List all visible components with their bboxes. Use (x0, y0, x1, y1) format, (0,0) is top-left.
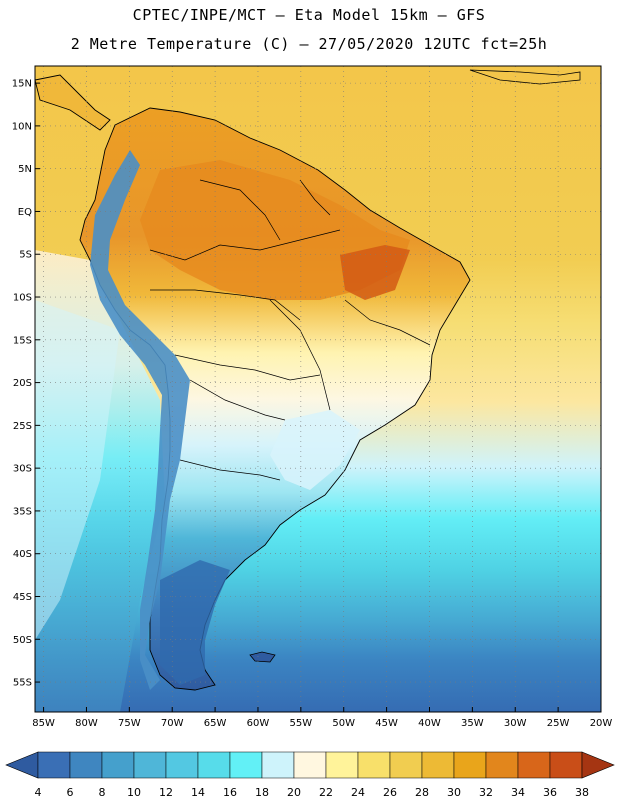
lat-tick-label: 15N (12, 79, 32, 90)
colorbar-level-label: 22 (319, 786, 333, 799)
andes-cold-strip (90, 150, 190, 690)
colorbar-swatch (261, 751, 295, 779)
colorbar-swatch (229, 751, 263, 779)
colorbar-level-label: 26 (383, 786, 397, 799)
colorbar-level-label: 4 (35, 786, 42, 799)
lon-tick-label: 70W (161, 718, 184, 729)
colorbar-level-label: 30 (447, 786, 461, 799)
colorbar-swatch (549, 751, 583, 779)
colorbar-swatch (453, 751, 487, 779)
falkland-islands (249, 651, 276, 663)
colorbar-level-label: 36 (543, 786, 557, 799)
lon-tick-label: 20W (590, 718, 613, 729)
chart-title-line-2: 2 Metre Temperature (C) – 27/05/2020 12U… (70, 35, 548, 53)
lon-tick-label: 50W (332, 718, 355, 729)
lon-tick-label: 75W (118, 718, 141, 729)
colorbar-swatch (485, 751, 519, 779)
lon-tick-label: 65W (204, 718, 227, 729)
colorbar-swatch (389, 751, 423, 779)
colorbar-level-label: 28 (415, 786, 429, 799)
lon-tick-label: 85W (32, 718, 55, 729)
lat-tick-label: 10N (12, 121, 32, 132)
hot-spot-region (340, 245, 410, 300)
lat-tick-label: EQ (18, 207, 32, 218)
lon-tick-label: 60W (247, 718, 270, 729)
colorbar-arrow-low (5, 751, 39, 779)
colorbar-level-label: 18 (255, 786, 269, 799)
colorbar-swatch (69, 751, 103, 779)
southern-brazil-cool-region (270, 410, 360, 490)
patagonia-cold-region (160, 560, 230, 685)
colorbar-level-label: 32 (479, 786, 493, 799)
colorbar: 4 6 8 10 12 14 16 18 20 22 24 26 28 30 32 34 36 38 (5, 751, 615, 799)
colorbar-swatch (133, 751, 167, 779)
lon-tick-label: 30W (504, 718, 527, 729)
colorbar-level-label: 10 (127, 786, 141, 799)
lat-tick-label: 35S (13, 506, 32, 517)
central-america-landmass (35, 74, 111, 131)
colorbar-swatch (325, 751, 359, 779)
colorbar-swatch (197, 751, 231, 779)
colorbar-swatch (165, 751, 199, 779)
colorbar-level-label: 16 (223, 786, 237, 799)
colorbar-arrow-high (581, 751, 615, 779)
lat-tick-label: 15S (13, 335, 32, 346)
lat-tick-label: 55S (13, 678, 32, 689)
country-borders (149, 179, 431, 481)
colorbar-level-label: 12 (159, 786, 173, 799)
lat-tick-label: 10S (13, 293, 32, 304)
lat-tick-label: 40S (13, 549, 32, 560)
lon-tick-label: 80W (75, 718, 98, 729)
lon-tick-label: 40W (418, 718, 441, 729)
lat-tick-label: 45S (13, 592, 32, 603)
colorbar-swatch (517, 751, 551, 779)
lat-tick-label: 20S (13, 378, 32, 389)
colorbar-swatch (357, 751, 391, 779)
lat-tick-label: 30S (13, 464, 32, 475)
colorbar-swatch (37, 751, 71, 779)
lon-tick-label: 25W (547, 718, 570, 729)
colorbar-swatch (293, 751, 327, 779)
lon-tick-label: 45W (375, 718, 398, 729)
pacific-cool-band (35, 300, 120, 640)
colorbar-level-label: 38 (575, 786, 589, 799)
map-frame (34, 65, 602, 713)
colorbar-swatch (101, 751, 135, 779)
lat-tick-label: 5S (19, 250, 32, 261)
colorbar-swatch (421, 751, 455, 779)
colorbar-level-label: 6 (67, 786, 74, 799)
lon-tick-label: 35W (461, 718, 484, 729)
lat-tick-label: 5N (18, 164, 32, 175)
colorbar-level-label: 24 (351, 786, 365, 799)
caribbean-islands (469, 69, 581, 85)
colorbar-level-label: 8 (99, 786, 106, 799)
colorbar-level-label: 34 (511, 786, 525, 799)
lat-tick-label: 25S (13, 421, 32, 432)
lon-tick-label: 55W (290, 718, 313, 729)
colorbar-level-label: 20 (287, 786, 301, 799)
colorbar-level-label: 14 (191, 786, 205, 799)
lat-tick-label: 50S (13, 635, 32, 646)
chart-title-line-1: CPTEC/INPE/MCT – Eta Model 15km – GFS (132, 6, 486, 24)
